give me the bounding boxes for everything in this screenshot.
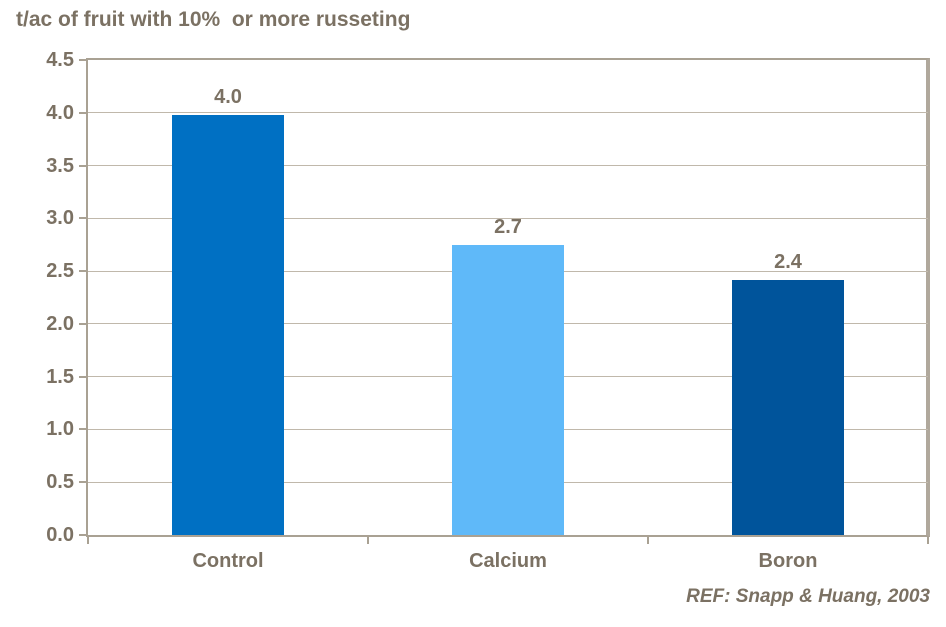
bar — [732, 279, 844, 535]
gridline — [88, 217, 928, 219]
y-tick — [79, 534, 88, 536]
bar — [452, 244, 564, 535]
category-label: Boron — [758, 550, 818, 572]
y-tick-label: 1.5 — [46, 365, 74, 388]
x-tick — [647, 537, 649, 544]
y-tick — [79, 481, 88, 484]
y-tick-label: 0.5 — [46, 471, 74, 494]
category-label: Control — [192, 550, 264, 572]
y-tick-label: 0.0 — [46, 524, 74, 546]
y-tick — [79, 59, 88, 61]
bar-value-label: 2.7 — [494, 215, 522, 238]
y-tick-label: 2.0 — [46, 312, 74, 335]
y-tick-label: 4.5 — [46, 49, 74, 71]
y-tick — [79, 111, 88, 114]
y-tick — [79, 270, 88, 273]
y-tick-label: 4.0 — [46, 101, 74, 124]
y-tick — [79, 375, 88, 378]
y-tick — [79, 217, 88, 220]
gridline — [88, 165, 928, 167]
gridline — [88, 112, 928, 114]
y-tick-label: 3.5 — [46, 154, 74, 177]
chart-title: t/ac of fruit with 10% or more russeting — [16, 8, 411, 31]
bar-value-label: 2.4 — [774, 250, 802, 273]
category-label: Calcium — [469, 550, 547, 572]
plot-area-border — [86, 58, 930, 537]
y-tick-label: 1.0 — [46, 418, 74, 441]
y-tick — [79, 164, 88, 167]
bar — [172, 114, 284, 535]
x-tick — [367, 537, 369, 544]
reference-note: REF: Snapp & Huang, 2003 — [686, 586, 930, 607]
x-tick — [927, 537, 929, 544]
y-tick — [79, 428, 88, 431]
y-tick-label: 2.5 — [46, 260, 74, 283]
bar-value-label: 4.0 — [214, 85, 242, 108]
y-tick — [79, 322, 88, 325]
y-tick-label: 3.0 — [46, 207, 74, 230]
x-tick — [87, 537, 89, 544]
